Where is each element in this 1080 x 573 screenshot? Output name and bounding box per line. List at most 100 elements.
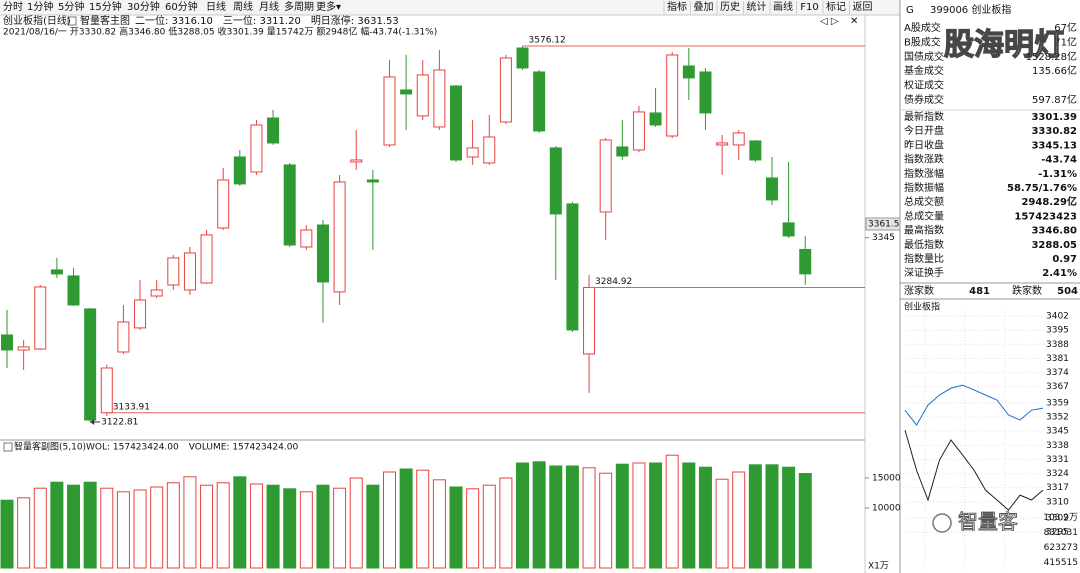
index-label: 今日开盘 [904, 124, 944, 137]
market-value: 597.87亿 [1032, 93, 1077, 106]
candle-body [450, 85, 463, 161]
candle-body [599, 139, 612, 213]
volume-bar [782, 466, 796, 569]
period-tab[interactable]: 日线 [206, 0, 226, 13]
volume-bar [532, 461, 546, 569]
watermark: 股海明灯 [944, 28, 1064, 63]
period-tab[interactable]: 60分钟 [165, 0, 198, 13]
template-name[interactable]: 智量客主图 [80, 14, 130, 27]
y-tick-label: 3324 [1046, 469, 1069, 479]
y-tick-label: 3367 [1046, 382, 1069, 392]
y-tick-label: 3317 [1046, 483, 1069, 493]
toolbar-button[interactable]: 标记 [826, 1, 846, 13]
volume-bar [698, 466, 712, 569]
y-tick-label: 3352 [1046, 413, 1069, 423]
y-tick-label: 3359 [1046, 398, 1069, 408]
market-label: A股成交 [904, 21, 941, 34]
period-tab[interactable]: 30分钟 [127, 0, 160, 13]
toolbar-button[interactable]: 历史 [720, 1, 740, 13]
volume-bar [449, 486, 463, 569]
volume-bar [266, 484, 280, 569]
y-tick-label: 3338 [1046, 441, 1069, 451]
toolbar-button[interactable]: 指标 [667, 0, 687, 13]
index-label: 深证换手 [904, 266, 944, 279]
market-label: 基金成交 [904, 64, 944, 77]
toolbar-button[interactable]: 返回 [853, 1, 873, 13]
volume-bar [0, 499, 14, 569]
index-label: 昨日收盘 [904, 138, 944, 151]
candle-body [134, 299, 147, 329]
candle-body [765, 177, 778, 201]
candle-body [1, 334, 13, 351]
volume-title: 智量客副图(5,10) [14, 441, 86, 453]
index-label: 指数涨跌 [904, 153, 944, 166]
market-value: 1528.28亿 [1026, 50, 1077, 63]
index-label: 最新指数 [904, 110, 944, 123]
candle-body [200, 234, 213, 284]
volume-bar [399, 468, 413, 569]
period-tab[interactable]: 月线 [259, 0, 279, 13]
intraday-title: 创业板指 [904, 301, 940, 313]
candle-body [699, 71, 712, 114]
candle-body [732, 132, 745, 146]
candle-body [632, 111, 645, 151]
period-tab[interactable]: 多周期 [284, 0, 314, 13]
y-tick-label: 3345 [1046, 427, 1069, 437]
window-control[interactable]: ◁ ▷ [820, 16, 839, 27]
toolbar-button[interactable]: 画线 [773, 0, 793, 13]
volume-bar [765, 464, 779, 569]
y-tick-label: 3302 [1046, 513, 1069, 523]
period-tab[interactable]: 5分钟 [58, 0, 84, 13]
candle-body [183, 252, 196, 291]
volume-bar [150, 486, 164, 569]
volume-bar [50, 481, 64, 569]
candle-body [300, 229, 313, 248]
volume-bar [299, 491, 313, 569]
period-tab[interactable]: 分时 [3, 1, 23, 13]
volume-bar [366, 484, 380, 569]
template-icon[interactable] [67, 16, 77, 26]
index-label: 总成交量 [904, 209, 944, 222]
toolbar-button[interactable]: 叠加 [694, 1, 714, 13]
index-value: 0.97 [1052, 254, 1077, 265]
window-close[interactable]: ✕ [850, 16, 858, 27]
candle-body [616, 146, 629, 157]
index-value: 3330.82 [1031, 126, 1077, 137]
y2-tick-label: 831031 [1044, 528, 1078, 538]
volume-bar [382, 471, 396, 569]
price-line-label: 3284.92 [595, 277, 632, 287]
volume-bar [649, 462, 663, 569]
volume-bar [183, 476, 197, 569]
panel-code: G [906, 5, 914, 16]
candle-body [383, 76, 396, 146]
brand-icon [932, 513, 952, 533]
volume-bar [565, 465, 579, 569]
index-value: 3345.13 [1031, 140, 1077, 151]
advance-label: 涨家数 [904, 284, 934, 297]
price-line-label: 3133.91 [113, 402, 150, 412]
candle-body [167, 257, 180, 286]
period-tab[interactable]: 更多▾ [316, 0, 341, 13]
index-label: 指数涨幅 [904, 167, 944, 180]
volume-bar [466, 488, 480, 569]
quote-text: 开3330.82 [70, 27, 116, 38]
index-label: 指数量比 [904, 252, 944, 265]
candle-body [316, 224, 329, 283]
period-tab[interactable]: 周线 [233, 0, 253, 13]
y-tick-label: 3388 [1046, 340, 1069, 350]
candle-body [749, 140, 762, 161]
low-marker-label: 3122.81 [101, 417, 138, 427]
period-tab[interactable]: 1分钟 [27, 0, 53, 13]
candle-body [350, 159, 363, 163]
chart-name: 创业板指(日线) [3, 14, 71, 27]
sub-template-icon[interactable] [3, 442, 13, 452]
toolbar-button[interactable]: F10 [800, 2, 818, 13]
period-tab[interactable]: 15分钟 [89, 0, 122, 13]
candle-body [799, 248, 812, 275]
cursor-value: 3361.5 [868, 220, 900, 230]
candle-body [217, 179, 230, 229]
toolbar-button[interactable]: 统计 [747, 0, 767, 13]
quote-text: 幅-43.74(-1.31%) [360, 26, 437, 38]
low-arrow-head [90, 418, 95, 425]
price-line-label: 3576.12 [529, 35, 566, 45]
